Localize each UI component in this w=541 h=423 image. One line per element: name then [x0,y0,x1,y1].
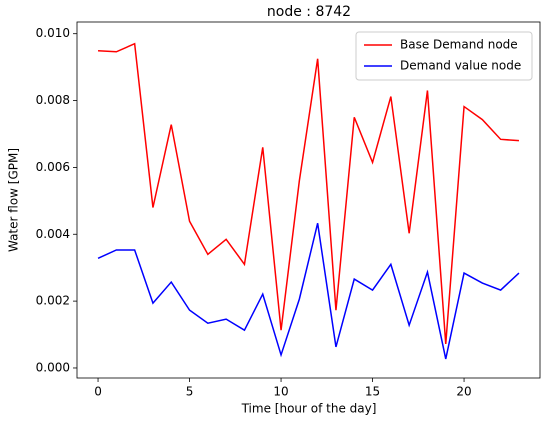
legend-box [355,31,533,81]
y-tick-label: 0.008 [36,93,70,107]
y-tick-label: 0.006 [36,160,70,174]
x-tick-label: 5 [186,385,194,399]
y-axis-label: Water flow [GPM] [7,148,21,252]
legend-label: Demand value node [400,59,521,73]
y-tick-label: 0.000 [36,360,70,374]
legend-label: Base Demand node [400,38,518,52]
plot-frame [76,21,541,379]
x-tick-label: 15 [365,385,380,399]
y-tick-label: 0.004 [36,227,70,241]
x-axis-label: Time [hour of the day] [241,402,377,416]
x-tick-label: 0 [94,385,102,399]
data-line [98,42,520,344]
y-tick-label: 0.002 [36,294,70,308]
chart-title: node : 8742 [267,4,351,20]
x-tick-label: 20 [456,385,471,399]
y-tick-label: 0.010 [36,26,70,40]
data-line [97,223,520,360]
x-tick-label: 10 [273,385,288,399]
